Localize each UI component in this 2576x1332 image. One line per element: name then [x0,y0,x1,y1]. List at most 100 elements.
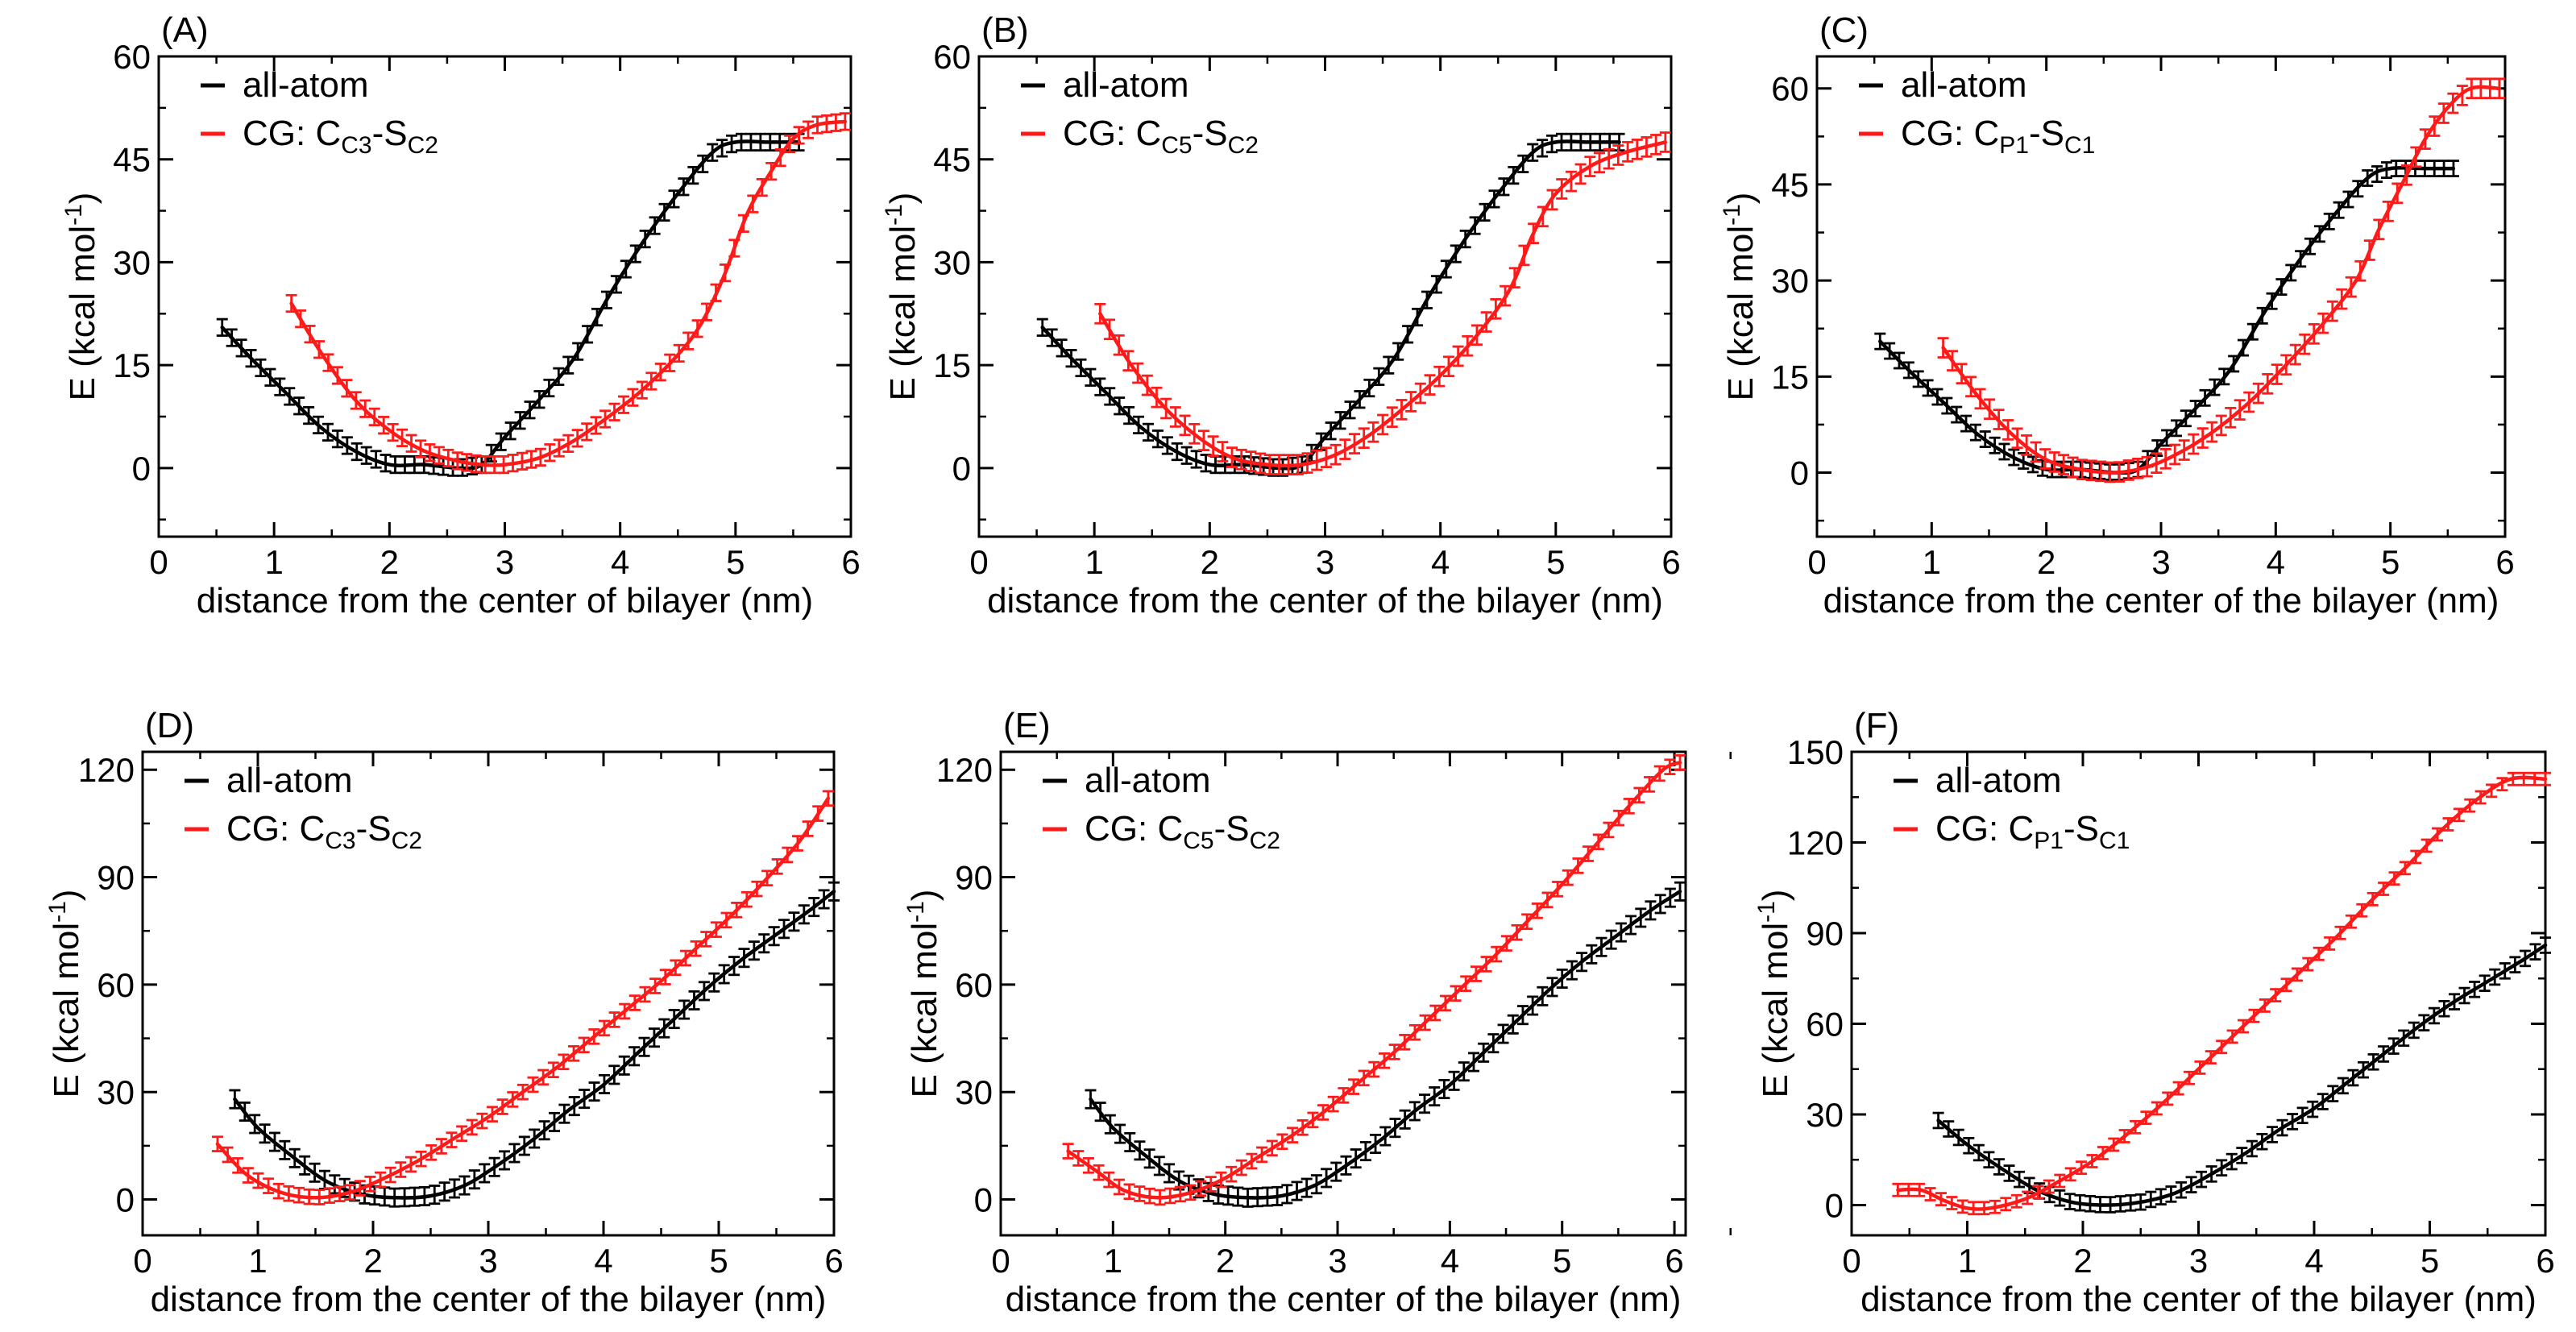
y-tick-label: 30 [933,243,971,281]
y-tick-label: 120 [78,751,135,789]
error-bars-cg [1094,131,1671,475]
series-line-all-atom [1936,943,2548,1207]
x-tick-label: 0 [1807,543,1826,581]
y-tick-label: 60 [97,966,135,1004]
y-tick-label: 45 [1771,166,1809,204]
legend-entry: all-atom [1063,65,1189,105]
x-tick-label: 4 [2304,1242,2323,1280]
error-bars-cg [1892,771,2551,1216]
legend-entry: CG: CC3-SC2 [226,809,422,854]
x-tick-label: 2 [363,1242,382,1280]
x-axis-label: distance from the center of the bilayer … [1823,581,2499,620]
series-line-cg [1066,761,1682,1200]
x-axis-label: distance from the center of the bilayer … [151,1280,827,1319]
y-tick-label: 60 [1806,1006,1844,1044]
x-axis-label: distance from the center of the bilayer … [1860,1280,2537,1319]
panel-label: (F) [1854,706,1899,745]
y-axis-label: E (kcal mol-1) [881,193,923,401]
x-tick-label: 0 [969,543,988,581]
y-tick-label: 30 [113,243,151,281]
x-tick-label: 5 [2420,1242,2439,1280]
error-bars-all-atom [1085,881,1686,1208]
error-bars-all-atom [1874,160,2459,481]
x-axis-label: distance from the center of the bilayer … [987,581,1663,620]
y-tick-label: 30 [97,1073,135,1111]
y-tick-label: 60 [955,966,993,1004]
panel-label: (E) [1003,706,1051,745]
series-line-all-atom [233,890,836,1200]
x-tick-label: 4 [1441,1242,1459,1280]
error-bars-all-atom [1036,132,1625,477]
x-tick-label: 3 [2189,1242,2208,1280]
y-tick-label: 15 [933,346,971,384]
error-bars-cg [285,112,851,475]
x-tick-label: 0 [133,1242,151,1280]
x-tick-label: 2 [2073,1242,2092,1280]
y-axis-label: E (kcal mol-1) [902,890,944,1098]
panel-label: (A) [161,10,209,50]
x-tick-label: 6 [1661,543,1680,581]
x-tick-label: 0 [991,1242,1010,1280]
y-tick-label: 90 [97,859,135,897]
x-tick-label: 3 [2151,543,2170,581]
y-tick-label: 0 [116,1181,135,1219]
x-tick-label: 6 [1665,1242,1683,1280]
x-tick-label: 5 [726,543,745,581]
x-tick-label: 5 [1553,1242,1571,1280]
y-tick-label: 0 [952,450,971,488]
y-axis-label: E (kcal mol-1) [1719,193,1761,401]
error-bars-all-atom [1932,936,2551,1214]
y-tick-label: 0 [1790,454,1809,492]
y-tick-label: 0 [974,1181,993,1219]
legend-entry: CG: CC5-SC2 [1085,809,1280,854]
x-tick-label: 2 [380,543,399,581]
panel-label: (C) [1819,10,1869,50]
panel-label: (D) [145,706,194,745]
x-tick-label: 6 [841,543,860,581]
legend-entry: CG: CP1-SC1 [1901,114,2095,159]
x-tick-label: 6 [2536,1242,2554,1280]
x-tick-label: 1 [1923,543,1941,581]
y-axis-label: E (kcal mol-1) [44,890,86,1098]
x-axis-label: distance from the center of the bilayer … [1006,1280,1682,1319]
x-tick-label: 5 [1546,543,1565,581]
legend-entry: CG: CC5-SC2 [1063,114,1259,159]
x-tick-label: 4 [611,543,629,581]
error-bars-all-atom [229,881,840,1208]
y-tick-label: 120 [936,751,993,789]
y-tick-label: 60 [1771,70,1809,108]
x-tick-label: 1 [1104,1242,1122,1280]
y-axis-label: E (kcal mol-1) [60,193,102,401]
x-tick-label: 4 [594,1242,612,1280]
x-tick-label: 3 [1328,1242,1346,1280]
y-tick-label: 90 [955,859,993,897]
x-tick-label: 3 [1316,543,1334,581]
series-line-cg [1098,140,1668,468]
y-tick-label: 30 [955,1073,993,1111]
x-tick-label: 6 [2495,543,2514,581]
x-tick-label: 2 [1216,1242,1234,1280]
x-tick-label: 6 [824,1242,843,1280]
y-tick-label: 90 [1806,915,1844,952]
x-tick-label: 1 [1085,543,1103,581]
series-line-all-atom [1089,890,1682,1200]
y-tick-label: 15 [113,346,151,384]
y-axis-label: E (kcal mol-1) [1753,890,1795,1098]
x-tick-label: 1 [248,1242,267,1280]
error-bars-cg [1937,77,2505,483]
y-tick-label: 120 [1787,824,1844,862]
x-tick-label: 1 [1958,1242,1977,1280]
legend-entry: all-atom [1901,65,2027,105]
x-tick-label: 2 [2037,543,2055,581]
x-tick-label: 3 [479,1242,497,1280]
legend-entry: all-atom [1085,761,1211,800]
y-tick-label: 45 [933,141,971,179]
error-bars-all-atom [216,132,805,477]
